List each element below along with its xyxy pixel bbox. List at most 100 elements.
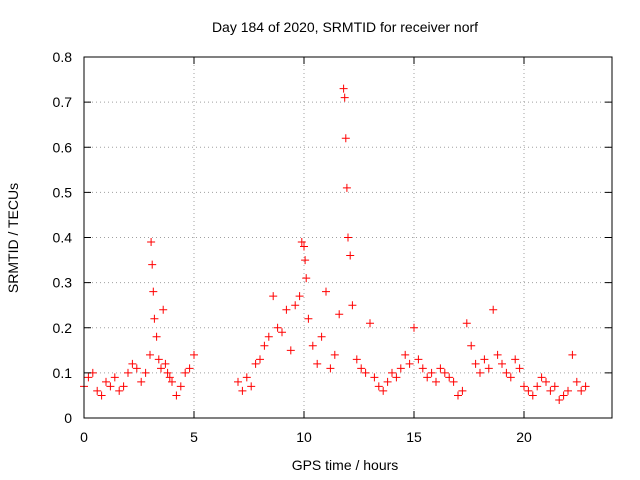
y-axis-label: SRMTID / TECUs: [5, 183, 21, 293]
y-tick-label: 0.8: [53, 49, 73, 65]
data-point: [154, 355, 163, 364]
data-point: [533, 382, 542, 391]
data-point: [313, 359, 322, 368]
data-point: [302, 274, 311, 283]
data-point: [115, 386, 124, 395]
data-point: [348, 301, 357, 310]
data-point: [234, 377, 242, 386]
y-tick-label: 0.1: [53, 365, 73, 381]
data-point: [396, 364, 405, 373]
x-tick-label: 5: [190, 429, 198, 445]
data-point: [436, 364, 445, 373]
data-point: [242, 373, 251, 382]
data-point: [185, 364, 194, 373]
data-point: [150, 314, 159, 323]
data-point: [247, 382, 256, 391]
data-points: [80, 84, 590, 404]
data-point: [152, 332, 161, 341]
data-point: [339, 84, 348, 93]
data-point: [346, 251, 355, 260]
data-point: [476, 368, 484, 377]
x-tick-label: 10: [296, 429, 312, 445]
data-point: [388, 368, 396, 377]
data-point: [119, 382, 128, 391]
data-point: [304, 314, 313, 323]
data-point: [148, 260, 157, 269]
data-point: [172, 391, 181, 400]
y-tick-label: 0.2: [53, 320, 73, 336]
x-tick-label: 20: [516, 429, 532, 445]
data-point: [432, 377, 440, 386]
data-point: [357, 364, 366, 373]
data-point: [340, 93, 349, 102]
data-point: [238, 386, 247, 395]
data-point: [84, 373, 93, 382]
data-point: [577, 386, 586, 395]
data-point: [163, 368, 172, 377]
data-point: [301, 256, 310, 265]
data-point: [106, 382, 115, 391]
data-point: [401, 350, 410, 359]
data-point: [462, 319, 471, 328]
data-point: [467, 341, 476, 350]
data-point: [341, 134, 350, 143]
data-point: [374, 382, 383, 391]
data-point: [379, 386, 388, 395]
data-point: [102, 377, 110, 386]
data-point: [181, 368, 190, 377]
data-point: [506, 373, 515, 382]
data-point: [273, 323, 282, 332]
data-point: [414, 355, 423, 364]
data-point: [581, 382, 590, 391]
data-point: [550, 382, 559, 391]
data-point: [383, 377, 392, 386]
data-point: [555, 395, 564, 404]
data-point: [493, 350, 502, 359]
data-point: [326, 364, 335, 373]
data-point: [344, 233, 352, 242]
data-point: [528, 391, 537, 400]
x-tick-label: 0: [80, 429, 88, 445]
data-point: [458, 386, 467, 395]
data-point: [352, 355, 361, 364]
data-point: [454, 391, 462, 400]
chart-title: Day 184 of 2020, SRMTID for receiver nor…: [212, 19, 478, 35]
data-point: [132, 364, 141, 373]
data-point: [146, 350, 154, 359]
x-tick-label: 15: [406, 429, 422, 445]
data-point: [176, 382, 185, 391]
data-point: [256, 355, 264, 364]
x-tick-labels: 0 5 10 15 20: [80, 429, 532, 445]
data-point: [110, 373, 119, 382]
data-point: [128, 359, 137, 368]
data-point: [342, 183, 351, 192]
data-point: [282, 305, 291, 314]
x-axis-label: GPS time / hours: [292, 457, 399, 473]
data-point: [335, 310, 344, 319]
data-point: [568, 350, 577, 359]
data-point: [480, 355, 489, 364]
data-point: [124, 368, 132, 377]
data-point: [471, 359, 480, 368]
data-point: [546, 386, 555, 395]
data-point: [97, 391, 106, 400]
data-point: [445, 373, 454, 382]
data-point: [564, 386, 572, 395]
data-point: [449, 377, 458, 386]
data-point: [317, 332, 326, 341]
data-point: [147, 238, 156, 247]
data-point: [484, 364, 493, 373]
data-point: [489, 305, 498, 314]
data-point: [269, 292, 278, 301]
data-point: [168, 377, 176, 386]
data-point: [251, 359, 260, 368]
data-point: [392, 373, 401, 382]
data-point: [361, 368, 370, 377]
data-point: [159, 305, 168, 314]
data-point: [427, 368, 436, 377]
data-point: [137, 377, 146, 386]
y-tick-label: 0.7: [53, 94, 73, 110]
data-point: [149, 287, 158, 296]
data-point: [330, 350, 339, 359]
data-point: [542, 377, 550, 386]
